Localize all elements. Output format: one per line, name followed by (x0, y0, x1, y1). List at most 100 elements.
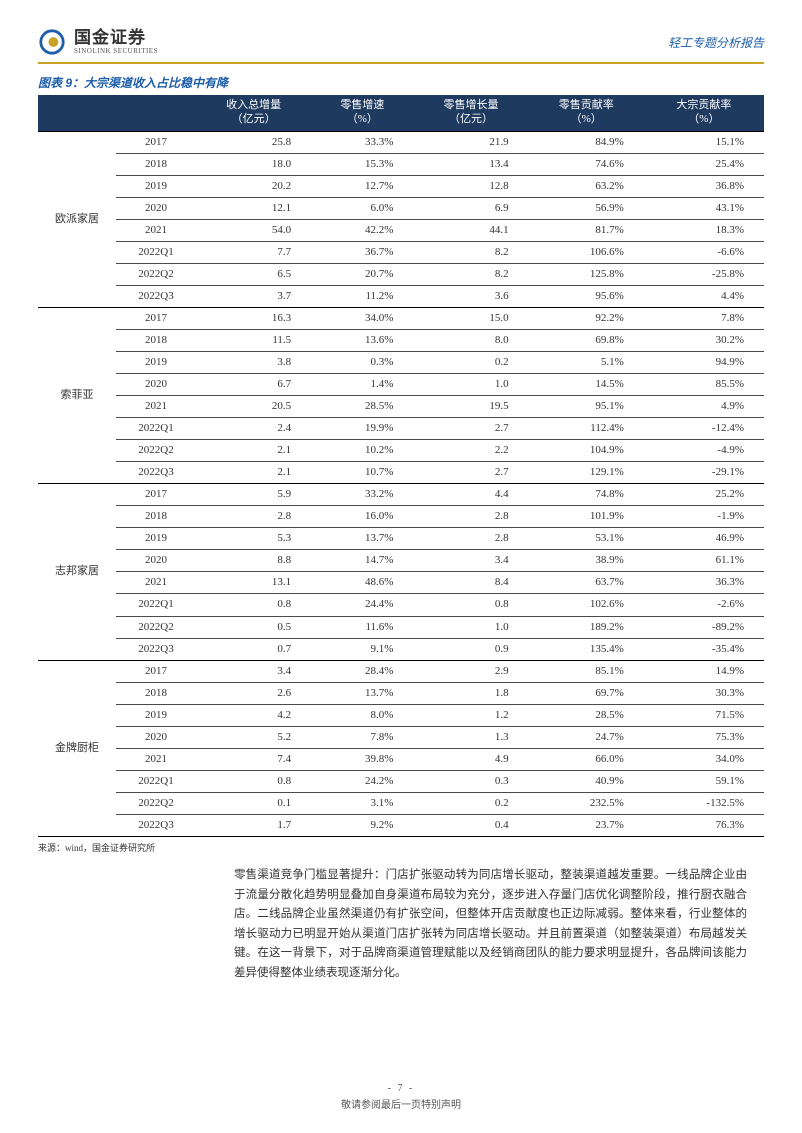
col-header (38, 95, 116, 131)
table-row: 201920.212.7%12.863.2%36.8% (38, 175, 764, 197)
table-row: 202113.148.6%8.463.7%36.3% (38, 572, 764, 594)
table-row: 2022Q12.419.9%2.7112.4%-12.4% (38, 418, 764, 440)
year-cell: 2018 (116, 329, 196, 351)
value-cell: 38.9% (529, 550, 644, 572)
value-cell: 2.9 (413, 660, 528, 682)
table-row: 20194.28.0%1.228.5%71.5% (38, 704, 764, 726)
table-source: 来源：wind，国金证券研究所 (38, 841, 764, 854)
value-cell: 33.2% (311, 484, 413, 506)
value-cell: 15.1% (644, 131, 764, 153)
value-cell: 0.1 (196, 792, 311, 814)
value-cell: 3.8 (196, 351, 311, 373)
value-cell: 1.8 (413, 682, 528, 704)
value-cell: -6.6% (644, 241, 764, 263)
value-cell: 3.4 (413, 550, 528, 572)
table-body: 欧派家居201725.833.3%21.984.9%15.1%201818.01… (38, 131, 764, 837)
value-cell: 54.0 (196, 219, 311, 241)
value-cell: 4.4% (644, 285, 764, 307)
value-cell: 14.9% (644, 660, 764, 682)
year-cell: 2017 (116, 307, 196, 329)
year-cell: 2017 (116, 660, 196, 682)
value-cell: 10.2% (311, 440, 413, 462)
table-row: 20193.80.3%0.25.1%94.9% (38, 351, 764, 373)
year-cell: 2019 (116, 528, 196, 550)
value-cell: 0.3% (311, 351, 413, 373)
value-cell: 40.9% (529, 770, 644, 792)
value-cell: 1.4% (311, 374, 413, 396)
table-row: 2022Q22.110.2%2.2104.9%-4.9% (38, 440, 764, 462)
value-cell: 6.7 (196, 374, 311, 396)
table-row: 金牌厨柜20173.428.4%2.985.1%14.9% (38, 660, 764, 682)
value-cell: 8.0% (311, 704, 413, 726)
value-cell: 53.1% (529, 528, 644, 550)
table-row: 20182.613.7%1.869.7%30.3% (38, 682, 764, 704)
value-cell: 25.2% (644, 484, 764, 506)
year-cell: 2019 (116, 351, 196, 373)
value-cell: 20.5 (196, 396, 311, 418)
table-row: 2022Q26.520.7%8.2125.8%-25.8% (38, 263, 764, 285)
year-cell: 2021 (116, 219, 196, 241)
value-cell: 1.3 (413, 726, 528, 748)
year-cell: 2018 (116, 153, 196, 175)
rule-gold (38, 62, 764, 64)
value-cell: 36.7% (311, 241, 413, 263)
table-row: 20182.816.0%2.8101.9%-1.9% (38, 506, 764, 528)
value-cell: 4.2 (196, 704, 311, 726)
table-row: 2022Q10.824.4%0.8102.6%-2.6% (38, 594, 764, 616)
value-cell: -29.1% (644, 462, 764, 484)
value-cell: 36.8% (644, 175, 764, 197)
value-cell: 4.9 (413, 748, 528, 770)
value-cell: 2.8 (196, 506, 311, 528)
value-cell: 44.1 (413, 219, 528, 241)
value-cell: 2.1 (196, 462, 311, 484)
value-cell: 12.1 (196, 197, 311, 219)
table-row: 2022Q31.79.2%0.423.7%76.3% (38, 814, 764, 836)
value-cell: 0.5 (196, 616, 311, 638)
value-cell: 48.6% (311, 572, 413, 594)
value-cell: 1.7 (196, 814, 311, 836)
value-cell: 13.1 (196, 572, 311, 594)
value-cell: 125.8% (529, 263, 644, 285)
logo-text-en: SINOLINK SECURITIES (74, 48, 158, 55)
value-cell: 95.1% (529, 396, 644, 418)
year-cell: 2017 (116, 131, 196, 153)
year-cell: 2021 (116, 396, 196, 418)
year-cell: 2022Q1 (116, 241, 196, 263)
table-row: 202012.16.0%6.956.9%43.1% (38, 197, 764, 219)
value-cell: 8.0 (413, 329, 528, 351)
value-cell: 13.7% (311, 682, 413, 704)
year-cell: 2022Q2 (116, 792, 196, 814)
value-cell: 1.2 (413, 704, 528, 726)
value-cell: 2.8 (413, 506, 528, 528)
value-cell: 75.3% (644, 726, 764, 748)
company-name: 欧派家居 (38, 131, 116, 307)
value-cell: 0.8 (196, 594, 311, 616)
table-row: 2022Q17.736.7%8.2106.6%-6.6% (38, 241, 764, 263)
value-cell: 16.3 (196, 307, 311, 329)
table-row: 201818.015.3%13.474.6%25.4% (38, 153, 764, 175)
value-cell: 11.5 (196, 329, 311, 351)
value-cell: 106.6% (529, 241, 644, 263)
year-cell: 2018 (116, 506, 196, 528)
value-cell: 3.4 (196, 660, 311, 682)
value-cell: 0.3 (413, 770, 528, 792)
value-cell: 0.7 (196, 638, 311, 660)
value-cell: 42.2% (311, 219, 413, 241)
value-cell: 9.1% (311, 638, 413, 660)
data-table: 收入总增量（亿元）零售增速（%）零售增长量（亿元）零售贡献率（%）大宗贡献率（%… (38, 95, 764, 837)
value-cell: 92.2% (529, 307, 644, 329)
logo-text-cn: 国金证券 (74, 29, 158, 46)
year-cell: 2021 (116, 748, 196, 770)
value-cell: 84.9% (529, 131, 644, 153)
value-cell: 7.7 (196, 241, 311, 263)
year-cell: 2022Q2 (116, 440, 196, 462)
table-row: 索菲亚201716.334.0%15.092.2%7.8% (38, 307, 764, 329)
value-cell: 14.5% (529, 374, 644, 396)
value-cell: 2.7 (413, 462, 528, 484)
table-row: 志邦家居20175.933.2%4.474.8%25.2% (38, 484, 764, 506)
value-cell: 43.1% (644, 197, 764, 219)
value-cell: -12.4% (644, 418, 764, 440)
value-cell: 46.9% (644, 528, 764, 550)
value-cell: 1.0 (413, 374, 528, 396)
value-cell: -1.9% (644, 506, 764, 528)
